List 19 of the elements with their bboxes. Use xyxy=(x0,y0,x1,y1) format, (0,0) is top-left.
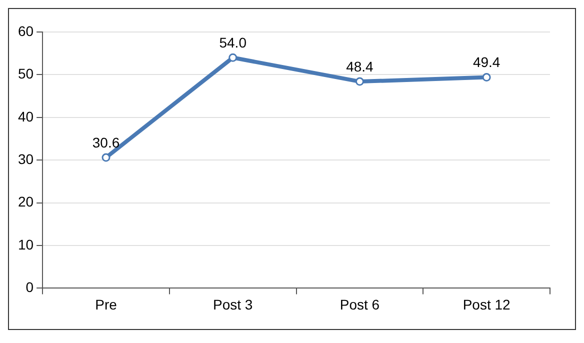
data-label: 54.0 xyxy=(219,34,247,50)
point xyxy=(228,53,238,62)
y-tick-label: 60 xyxy=(18,22,34,39)
y-tick-label: 20 xyxy=(18,194,34,210)
x-tick-label: Post 12 xyxy=(462,296,511,312)
x-tick-label: Pre xyxy=(95,296,118,312)
x-tick-label: Post 3 xyxy=(213,296,253,312)
x-tick-label: Post 6 xyxy=(340,296,380,312)
point xyxy=(102,153,110,162)
point xyxy=(482,73,491,82)
y-tick-label: 40 xyxy=(18,108,34,124)
data-label: 30.6 xyxy=(92,134,120,150)
point xyxy=(355,77,364,86)
y-tick-label: 10 xyxy=(18,236,34,252)
data-label: 49.4 xyxy=(472,54,500,70)
y-tick-label: 0 xyxy=(26,279,34,296)
y-tick-label: 30 xyxy=(18,150,34,167)
y-tick-label: 50 xyxy=(18,66,34,82)
data-label: 48.4 xyxy=(346,58,374,74)
